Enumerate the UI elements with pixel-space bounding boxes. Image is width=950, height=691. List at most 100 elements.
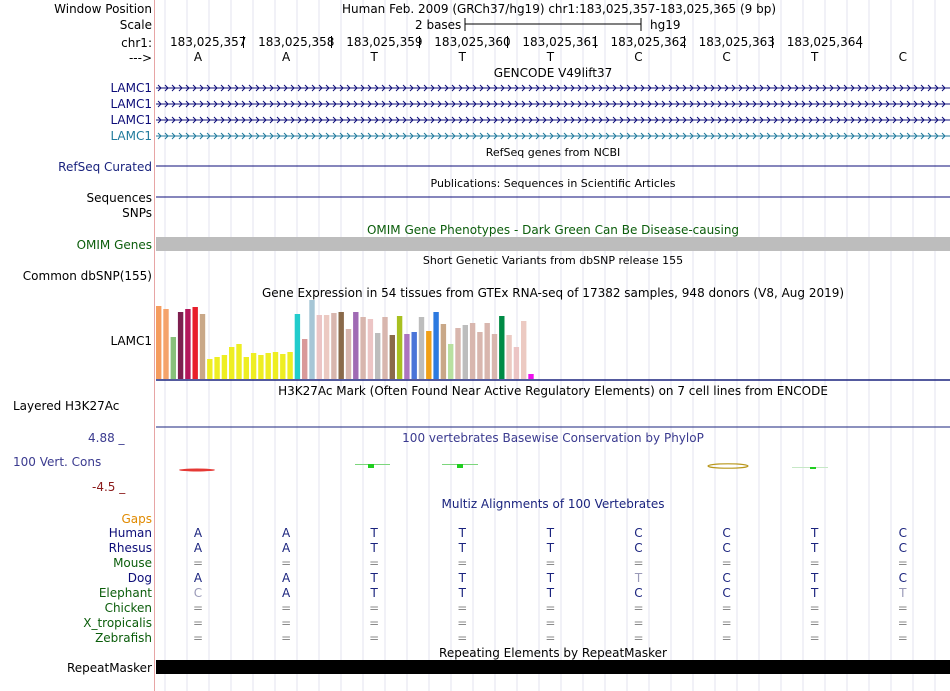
gtex-bar[interactable] (462, 325, 468, 379)
gtex-bar[interactable] (229, 347, 235, 379)
species-label[interactable]: Human (108, 526, 152, 540)
species-label[interactable]: Chicken (104, 601, 152, 615)
species-label[interactable]: X_tropicalis (83, 616, 152, 630)
strand-chevron (192, 116, 197, 124)
gtex-bar[interactable] (177, 312, 184, 379)
phylop-label[interactable]: 100 Vert. Cons (13, 455, 102, 469)
strand-chevron (724, 100, 729, 108)
alignment-base: = (809, 556, 820, 570)
gtex-bar[interactable] (375, 333, 381, 379)
gtex-bar[interactable] (280, 354, 286, 379)
gtex-bar[interactable] (302, 339, 308, 379)
gtex-bar[interactable] (418, 317, 425, 379)
gtex-bar[interactable] (265, 353, 271, 379)
species-label[interactable]: Elephant (98, 586, 152, 600)
strand-chevron (507, 84, 512, 92)
strand-chevron (563, 116, 568, 124)
strand-chevron (248, 84, 253, 92)
gtex-bar[interactable] (156, 306, 162, 379)
gtex-bar[interactable] (163, 309, 169, 379)
gtex-bar[interactable] (258, 355, 264, 379)
gtex-bar[interactable] (506, 335, 512, 379)
gtex-bar[interactable] (353, 312, 359, 379)
dbsnp-label[interactable]: Common dbSNP(155) (22, 269, 152, 283)
gtex-bar[interactable] (221, 355, 228, 379)
species-label[interactable]: Dog (127, 571, 152, 585)
gtex-bar[interactable] (170, 337, 176, 379)
alignment-base: C (898, 541, 907, 555)
strand-chevron (304, 132, 309, 140)
strand-chevron (584, 100, 589, 108)
gtex-bar[interactable] (477, 332, 483, 379)
gtex-bar[interactable] (499, 316, 505, 379)
gtex-bar[interactable] (404, 334, 410, 379)
strand-chevron (500, 132, 505, 140)
gtex-label[interactable]: LAMC1 (110, 334, 152, 348)
gtex-bar[interactable] (440, 324, 447, 379)
gtex-bar[interactable] (316, 315, 322, 379)
gtex-bar[interactable] (528, 374, 534, 379)
omim-bar[interactable] (156, 237, 950, 251)
position-tick (595, 36, 597, 48)
gtex-bar[interactable] (214, 357, 220, 379)
repeatmasker-label[interactable]: RepeatMasker (66, 661, 152, 675)
gtex-bar[interactable] (309, 300, 315, 379)
gtex-bar[interactable] (243, 357, 249, 379)
gtex-bar[interactable] (521, 321, 527, 379)
gtex-bar[interactable] (294, 314, 301, 379)
gtex-bar[interactable] (433, 312, 439, 379)
gencode-transcript-label[interactable]: LAMC1 (110, 81, 152, 95)
strand-chevron (500, 100, 505, 108)
gtex-bar[interactable] (360, 317, 366, 379)
alignment-base: = (457, 616, 468, 630)
gtex-bar[interactable] (338, 312, 344, 379)
strand-chevron (248, 132, 253, 140)
omim-label[interactable]: OMIM Genes (76, 238, 152, 252)
gtex-bar[interactable] (250, 353, 257, 379)
gtex-bar[interactable] (389, 335, 395, 379)
gtex-bar[interactable] (207, 359, 213, 379)
gtex-bar[interactable] (396, 316, 403, 379)
window-position-value[interactable]: Human Feb. 2009 (GRCh37/hg19) chr1:183,0… (342, 2, 777, 16)
gtex-bar[interactable] (199, 314, 206, 379)
species-label[interactable]: Rhesus (108, 541, 152, 555)
alignment-base: = (457, 631, 468, 645)
strand-chevron (465, 116, 470, 124)
gtex-bar[interactable] (426, 331, 432, 379)
strand-chevron (283, 132, 288, 140)
gtex-bar[interactable] (345, 329, 352, 379)
species-label[interactable]: Mouse (113, 556, 152, 570)
gtex-bar[interactable] (185, 309, 191, 379)
refseq-label[interactable]: RefSeq Curated (58, 160, 152, 174)
species-label[interactable]: Zebrafish (95, 631, 152, 645)
gtex-bar[interactable] (484, 323, 490, 379)
gtex-bar[interactable] (382, 317, 388, 379)
strand-chevron (794, 116, 799, 124)
gencode-transcript-label[interactable]: LAMC1 (110, 97, 152, 111)
gtex-bar[interactable] (323, 315, 330, 379)
repeatmasker-bar[interactable] (156, 660, 950, 674)
h3k27ac-label[interactable]: Layered H3K27Ac (13, 399, 120, 413)
gtex-bar[interactable] (367, 319, 374, 379)
gencode-transcript-label[interactable]: LAMC1 (110, 129, 152, 143)
gencode-transcript-label[interactable]: LAMC1 (110, 113, 152, 127)
gtex-bar[interactable] (455, 328, 461, 379)
strand-chevron (815, 84, 820, 92)
gtex-bar[interactable] (331, 313, 337, 379)
strand-chevron (388, 100, 393, 108)
strand-chevron (318, 84, 323, 92)
gtex-bar[interactable] (272, 352, 279, 379)
publications-label[interactable]: Sequences (86, 191, 152, 205)
gtex-bar[interactable] (287, 352, 293, 379)
gtex-bar[interactable] (448, 344, 454, 379)
strand-chevron (374, 116, 379, 124)
gtex-bar[interactable] (513, 347, 520, 379)
strand-chevron (297, 116, 302, 124)
gtex-bar[interactable] (491, 334, 498, 379)
strand-chevron (325, 84, 330, 92)
gtex-bar[interactable] (411, 332, 417, 379)
gtex-bar[interactable] (469, 323, 476, 379)
gtex-bar[interactable] (192, 307, 198, 379)
strand-chevron (255, 132, 260, 140)
gtex-bar[interactable] (236, 344, 242, 379)
